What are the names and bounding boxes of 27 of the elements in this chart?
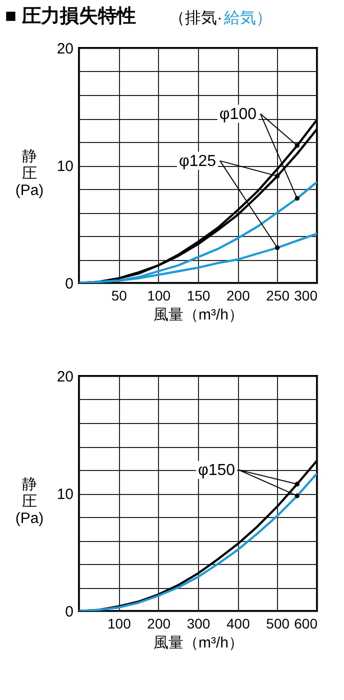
legend-label: φ150	[198, 462, 236, 479]
x-tick-label: 50	[111, 288, 128, 304]
x-axis-title: 風量（m³/h）	[154, 306, 244, 324]
y-tick-label: 20	[56, 368, 74, 386]
y-tick-label: 10	[56, 158, 74, 175]
y-tick-label: 10	[56, 486, 74, 503]
x-tick-label: 600	[294, 616, 318, 632]
x-tick-label: 300	[186, 616, 210, 632]
x-tick-label: 400	[226, 616, 250, 632]
y-axis-title: 静圧(Pa)	[15, 476, 44, 527]
y-tick-label: 20	[56, 40, 74, 58]
x-axis-title: 風量（m³/h）	[154, 634, 244, 652]
chart-title: ■ 圧力損失特性	[5, 5, 136, 27]
x-tick-label: 150	[186, 288, 210, 304]
x-tick-label: 250	[266, 288, 290, 304]
x-tick-label: 100	[147, 288, 171, 304]
text: φ100	[219, 106, 257, 123]
x-tick-label: 200	[226, 288, 250, 304]
x-tick-label: 300	[294, 288, 318, 304]
y-tick-label: 0	[65, 604, 74, 620]
legend-label: φ125	[178, 152, 216, 170]
chart-subtitle: （排気·給気）	[169, 9, 272, 27]
y-axis-title: 静圧(Pa)	[15, 148, 44, 199]
y-tick-label: 0	[65, 276, 74, 292]
x-tick-label: 500	[266, 616, 290, 632]
x-tick-label: 100	[107, 616, 132, 632]
x-tick-label: 200	[147, 616, 171, 632]
